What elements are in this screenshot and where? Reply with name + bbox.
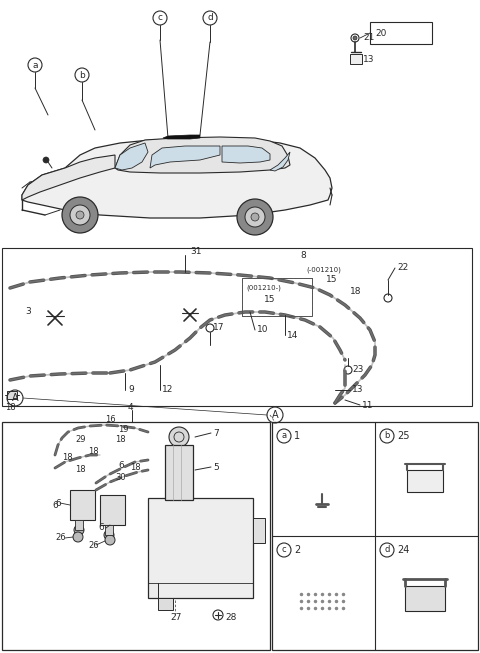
Polygon shape	[270, 152, 290, 171]
Circle shape	[74, 525, 84, 535]
Bar	[7, 391, 17, 399]
Text: A: A	[12, 393, 18, 403]
Text: 14: 14	[287, 330, 299, 340]
Text: 6: 6	[118, 460, 124, 470]
Text: 18: 18	[88, 447, 98, 456]
Circle shape	[73, 532, 83, 542]
Text: c: c	[282, 545, 286, 554]
Text: 9: 9	[128, 385, 134, 394]
Text: 25: 25	[397, 431, 409, 441]
Text: 12: 12	[162, 385, 173, 394]
Text: 5: 5	[213, 462, 219, 471]
Bar	[350, 54, 362, 64]
Text: d: d	[207, 14, 213, 22]
Polygon shape	[163, 135, 200, 139]
Text: (-001210): (-001210)	[306, 266, 341, 273]
Text: 3: 3	[25, 308, 31, 317]
Polygon shape	[150, 146, 220, 168]
Bar	[70, 490, 95, 520]
Text: 23: 23	[352, 366, 363, 375]
Bar	[242, 278, 312, 316]
Circle shape	[62, 197, 98, 233]
Text: 13: 13	[363, 56, 374, 65]
Bar	[405, 586, 445, 611]
Bar	[75, 520, 83, 530]
Text: d: d	[384, 545, 390, 554]
Circle shape	[316, 476, 328, 488]
Circle shape	[251, 213, 259, 221]
Circle shape	[70, 205, 90, 225]
Text: 17: 17	[213, 323, 225, 332]
Text: 6: 6	[55, 498, 61, 507]
Circle shape	[237, 199, 273, 235]
Bar	[2, 422, 270, 650]
Text: 26: 26	[88, 541, 98, 550]
Bar	[2, 248, 472, 406]
Polygon shape	[115, 137, 290, 173]
Text: a: a	[32, 61, 38, 69]
Text: b: b	[384, 432, 390, 441]
Text: 10: 10	[257, 325, 268, 334]
Bar	[370, 22, 432, 44]
Text: 18: 18	[350, 287, 361, 296]
Circle shape	[245, 207, 265, 227]
Bar	[407, 470, 443, 492]
Polygon shape	[22, 155, 115, 200]
Text: a: a	[281, 432, 287, 441]
Polygon shape	[297, 586, 347, 616]
Text: 26: 26	[55, 534, 66, 543]
Circle shape	[169, 427, 189, 447]
Bar	[242, 278, 312, 316]
Text: 21: 21	[363, 33, 374, 42]
Circle shape	[104, 530, 114, 540]
Text: 29: 29	[75, 436, 85, 445]
Text: 7: 7	[213, 428, 219, 438]
Text: c: c	[157, 14, 163, 22]
Text: (001210-): (001210-)	[246, 285, 281, 291]
Circle shape	[43, 157, 49, 163]
Text: 18: 18	[62, 453, 72, 462]
Bar	[272, 422, 478, 650]
Text: 8: 8	[300, 251, 306, 261]
Text: 18: 18	[115, 436, 126, 445]
Bar	[253, 518, 265, 543]
Text: 6: 6	[52, 500, 58, 509]
Bar	[148, 498, 253, 598]
Text: 18: 18	[75, 466, 85, 475]
Text: 13: 13	[352, 385, 363, 394]
Bar	[105, 525, 113, 535]
Polygon shape	[222, 146, 270, 163]
Text: 27: 27	[170, 614, 181, 622]
Bar	[100, 495, 125, 525]
Text: A: A	[272, 410, 278, 420]
Text: 18: 18	[5, 404, 16, 413]
Circle shape	[353, 36, 357, 40]
Text: 20: 20	[375, 29, 386, 37]
Bar	[158, 598, 173, 610]
Text: 19: 19	[118, 426, 129, 434]
Text: 18: 18	[130, 464, 141, 473]
Text: 24: 24	[397, 545, 409, 555]
Text: 2: 2	[294, 545, 300, 555]
Text: 30: 30	[115, 473, 126, 483]
Text: b: b	[79, 71, 85, 80]
Text: 16: 16	[105, 415, 116, 424]
Polygon shape	[22, 139, 332, 218]
Circle shape	[105, 535, 115, 545]
Text: 1: 1	[294, 431, 300, 441]
Text: 6: 6	[98, 524, 104, 532]
Text: 11: 11	[362, 400, 373, 409]
Text: 28: 28	[225, 614, 236, 622]
Text: 22: 22	[397, 264, 408, 272]
Bar	[165, 445, 193, 500]
Text: 4: 4	[128, 404, 133, 413]
Text: 31: 31	[190, 247, 202, 257]
Text: 15: 15	[326, 276, 337, 285]
Circle shape	[76, 211, 84, 219]
Text: 15: 15	[264, 296, 276, 304]
Polygon shape	[115, 143, 148, 170]
